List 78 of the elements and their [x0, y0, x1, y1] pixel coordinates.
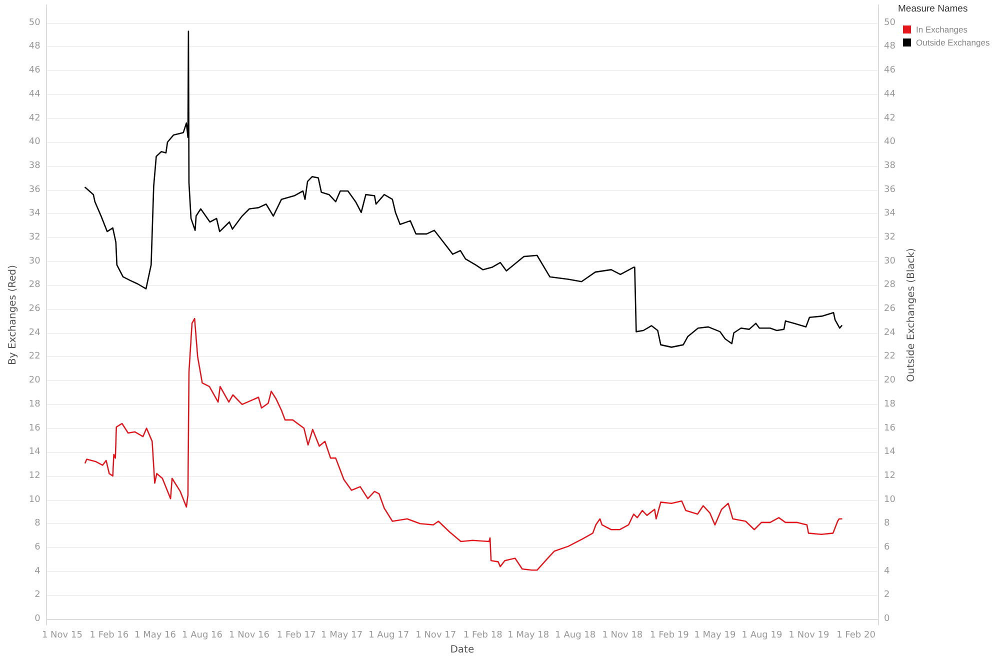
y-tick-label: 38	[28, 160, 41, 171]
y-tick-label: 32	[28, 232, 40, 242]
y2-tick-label: 14	[884, 447, 896, 458]
y-tick-label: 40	[28, 137, 41, 148]
x-tick-label: 1 May 18	[508, 630, 550, 640]
x-tick-label: 1 Feb 19	[650, 630, 690, 640]
x-tick-label: 1 Feb 17	[276, 630, 316, 640]
y2-tick-label: 24	[884, 328, 896, 338]
x-tick-label: 1 Feb 18	[463, 630, 503, 640]
x-tick-label: 1 Aug 19	[742, 630, 782, 640]
y-tick-label: 18	[28, 399, 41, 410]
x-tick-label: 1 Nov 15	[42, 630, 82, 640]
y2-tick-label: 16	[884, 423, 896, 434]
x-tick-label: 1 May 19	[694, 630, 736, 640]
y2-tick-label: 26	[884, 304, 896, 314]
y-tick-label: 24	[28, 328, 41, 338]
y-tick-label: 36	[28, 184, 41, 195]
y-tick-label: 20	[28, 376, 41, 386]
y2-tick-label: 36	[884, 184, 896, 195]
y-tick-label: 16	[28, 423, 41, 434]
legend-label: In Exchanges	[916, 24, 968, 34]
y-tick-label: 4	[34, 566, 41, 576]
y-axis-title: By Exchanges (Red)	[8, 264, 18, 366]
x-tick-label: 1 Feb 16	[90, 630, 129, 640]
y2-tick-label: 0	[884, 614, 890, 624]
y2-tick-label: 18	[884, 399, 896, 410]
x-tick-label: 1 Aug 17	[368, 630, 410, 640]
y2-tick-label: 20	[884, 376, 896, 386]
y-tick-label: 28	[28, 280, 41, 290]
y-tick-label: 50	[28, 18, 41, 28]
y-tick-label: 2	[34, 590, 40, 600]
legend-title: Measure Names	[898, 4, 968, 14]
y2-tick-label: 38	[884, 160, 896, 171]
x-tick-label: 1 May 16	[134, 630, 176, 640]
x-tick-label: 1 Nov 17	[416, 630, 456, 640]
y-tick-label: 8	[34, 518, 41, 529]
x-tick-label: 1 Aug 16	[182, 630, 223, 640]
y-tick-label: 48	[28, 42, 41, 52]
y2-tick-label: 12	[884, 470, 896, 481]
y-tick-label: 0	[34, 614, 41, 624]
y-tick-label: 34	[28, 208, 41, 219]
x-tick-label: 1 Feb 20	[836, 630, 876, 640]
y2-tick-label: 44	[884, 89, 896, 100]
y2-tick-label: 32	[884, 232, 896, 242]
y2-tick-label: 40	[884, 137, 896, 148]
x-axis-title: Date	[450, 644, 474, 656]
y2-tick-label: 46	[884, 66, 896, 76]
y2-tick-label: 2	[884, 590, 890, 600]
y2-tick-label: 34	[884, 208, 896, 219]
x-tick-label: 1 Nov 16	[229, 630, 270, 640]
y2-tick-label: 10	[884, 494, 896, 505]
y-tick-label: 26	[28, 304, 41, 314]
y-tick-label: 46	[28, 66, 41, 76]
line-series	[84, 30, 842, 348]
y-tick-label: 22	[28, 352, 40, 362]
y2-tick-label: 48	[884, 42, 896, 52]
y2-tick-label: 42	[884, 113, 896, 124]
y2-tick-label: 8	[884, 518, 890, 529]
y-tick-label: 6	[34, 542, 41, 552]
y-tick-label: 12	[28, 470, 40, 481]
y2-tick-label: 50	[884, 18, 896, 28]
y2-tick-label: 4	[884, 566, 890, 576]
y2-tick-label: 22	[884, 352, 896, 362]
y-tick-label: 10	[28, 494, 41, 505]
y2-tick-label: 30	[884, 256, 896, 266]
y-tick-label: 30	[28, 256, 41, 266]
y2-tick-label: 28	[884, 280, 896, 290]
line-series	[84, 318, 842, 571]
x-tick-label: 1 May 17	[321, 630, 363, 640]
x-tick-label: 1 Aug 18	[555, 630, 596, 640]
y-tick-label: 14	[28, 447, 41, 458]
y2-tick-label: 6	[884, 542, 890, 552]
y2-axis-title: Outside Exchanges (Black)	[906, 248, 917, 382]
legend-label: Outside Exchanges	[916, 38, 990, 48]
x-tick-label: 1 Nov 18	[602, 630, 643, 640]
y-tick-label: 44	[28, 89, 41, 100]
y-tick-label: 42	[28, 113, 40, 124]
x-tick-label: 1 Nov 19	[788, 630, 830, 640]
